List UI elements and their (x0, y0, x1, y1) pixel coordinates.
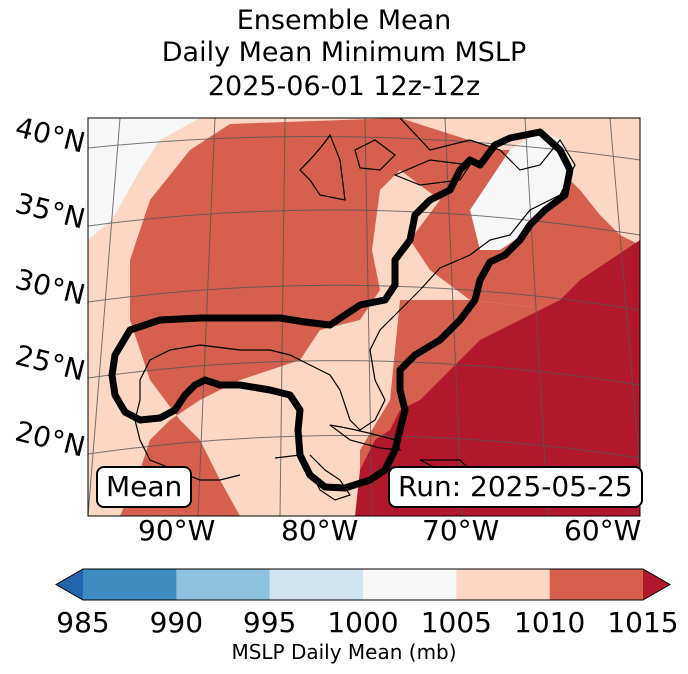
colorbar-tick-label: 1005 (420, 606, 492, 639)
colorbar-extend-high (643, 569, 670, 600)
lon-label-70: 70°W (422, 514, 500, 547)
lon-label-80: 80°W (281, 514, 359, 547)
lon-label-90: 90°W (138, 514, 216, 547)
pressure-band-1015-plus (355, 240, 640, 516)
map-area (88, 118, 640, 516)
map-frame (87, 117, 641, 517)
colorbar-segment (269, 569, 364, 600)
colorbar-tick-label: 1015 (607, 606, 679, 639)
colorbar-tick-label: 985 (56, 606, 110, 639)
colorbar-tick-label: 1010 (514, 606, 586, 639)
colorbar-segment (176, 569, 271, 600)
probability-contour (108, 128, 574, 492)
colorbar-tick-label: 990 (149, 606, 204, 639)
pressure-band-1000-1005-ne (470, 130, 575, 250)
colorbar-segment (549, 569, 644, 600)
colorbar-tick-label: 1000 (327, 606, 399, 639)
lon-label-60: 60°W (564, 514, 642, 547)
run-date-box: Run: 2025-05-25 (388, 466, 643, 508)
colorbar-segment (456, 569, 551, 600)
title-line-2: Daily Mean Minimum MSLP (161, 37, 527, 68)
title-line-1: Ensemble Mean (236, 5, 452, 36)
title-line-3: 2025-06-01 12z-12z (207, 71, 481, 102)
colorbar-tick-label: 995 (242, 606, 297, 639)
colorbar-outline (54, 568, 672, 601)
mean-label-box: Mean (96, 466, 193, 508)
colorbar-segment (363, 569, 457, 600)
colorbar-segment (83, 569, 177, 600)
colorbar (54, 568, 672, 601)
colorbar-extend-low (56, 569, 83, 600)
colorbar-label: MSLP Daily Mean (mb) (231, 640, 457, 664)
